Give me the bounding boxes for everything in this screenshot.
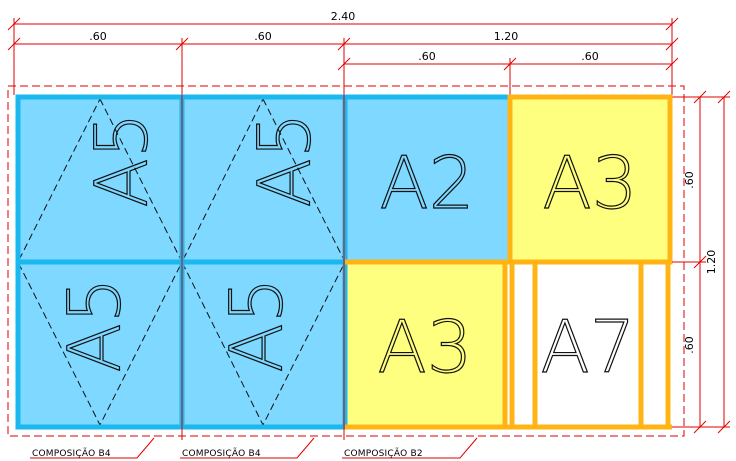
dim-seg-a: .60 <box>89 30 107 43</box>
dim-sub-a: .60 <box>418 50 436 63</box>
label-a7: A7 <box>540 305 635 389</box>
yellow-panels <box>345 97 670 427</box>
caption-leaders <box>30 437 478 459</box>
dim-sub-b: .60 <box>581 50 599 63</box>
label-a5-bottom-left: A5 <box>53 277 137 372</box>
dim-total-width: 2.40 <box>331 10 356 23</box>
dim-seg-c: 1.20 <box>494 30 519 43</box>
orange-borders <box>345 94 673 430</box>
dim-height-total: 1.20 <box>705 250 718 275</box>
dim-height-top: .60 <box>683 171 696 189</box>
label-a5-top-left: A5 <box>80 112 164 207</box>
cut-outline <box>7 85 686 440</box>
caption-composition-b4-middle: COMPOSIÇÃO B4 <box>182 448 261 459</box>
label-a3-top: A3 <box>542 141 637 225</box>
label-a3-bottom: A3 <box>377 305 472 389</box>
label-a5-bottom-middle: A5 <box>215 277 299 372</box>
dim-seg-b: .60 <box>254 30 272 43</box>
caption-composition-b4-left: COMPOSIÇÃO B4 <box>32 448 111 459</box>
dim-height-bottom: .60 <box>683 336 696 354</box>
label-a5-top-middle: A5 <box>243 112 327 207</box>
top-dimensions <box>7 17 679 100</box>
label-a2: A2 <box>379 141 474 225</box>
right-dimensions <box>672 90 731 434</box>
caption-composition-b2: COMPOSIÇÃO B2 <box>344 448 423 459</box>
